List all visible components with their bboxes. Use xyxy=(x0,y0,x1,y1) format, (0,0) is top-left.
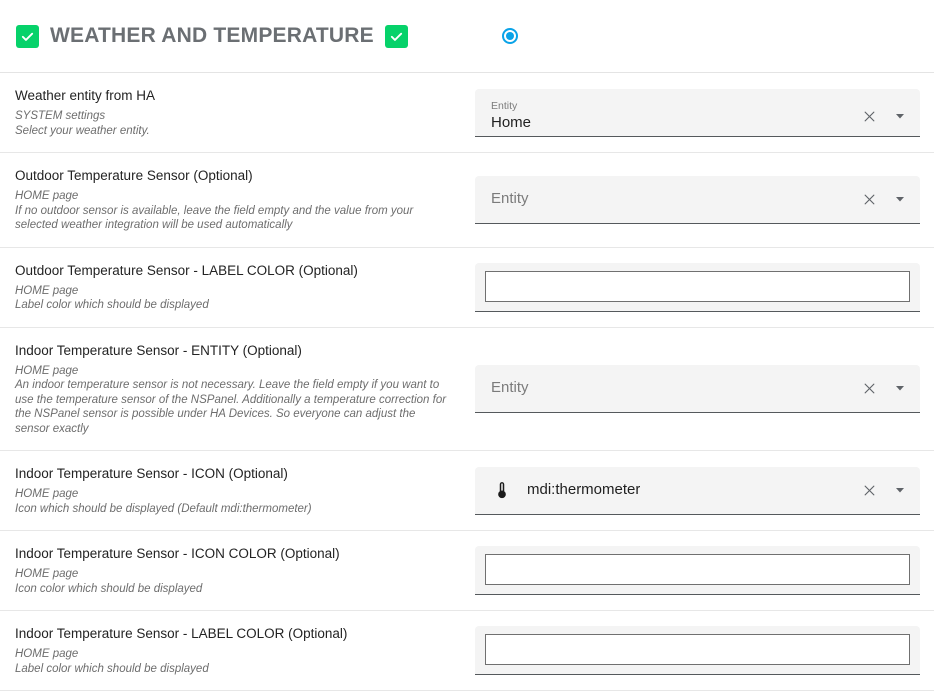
setting-scope: HOME page xyxy=(15,488,79,500)
setting-label-block: Indoor Temperature Sensor - ICON (Option… xyxy=(0,451,470,530)
setting-control-block xyxy=(470,531,934,610)
outdoor-label-color-input[interactable] xyxy=(485,270,910,302)
setting-scope: HOME page xyxy=(15,568,79,580)
setting-scope: HOME page xyxy=(15,284,79,297)
setting-description: Icon which should be displayed (Default … xyxy=(15,502,312,515)
indoor-icon-color-input[interactable] xyxy=(485,554,910,585)
setting-control-block: Entity Home xyxy=(470,73,934,152)
thermometer-icon xyxy=(491,478,513,502)
field-content: mdi:thermometer xyxy=(491,478,851,502)
indoor-label-color-input[interactable] xyxy=(485,634,910,665)
field-actions xyxy=(851,480,910,500)
setting-scope: HOME page xyxy=(15,648,79,660)
setting-row-indoor-temp-entity: Indoor Temperature Sensor - ENTITY (Opti… xyxy=(0,327,934,451)
field-content: Entity xyxy=(491,189,851,209)
setting-row-outdoor-temp-sensor: Outdoor Temperature Sensor (Optional) HO… xyxy=(0,153,934,248)
setting-row-weather-entity: Weather entity from HA SYSTEM settings S… xyxy=(0,73,934,153)
setting-control-block: Entity xyxy=(470,328,934,451)
setting-description: Label color which should be displayed xyxy=(15,662,209,675)
page-title: WEATHER AND TEMPERATURE xyxy=(50,24,374,47)
setting-description: Select your weather entity. xyxy=(15,124,150,137)
field-content: Entity Home xyxy=(491,100,851,133)
section-radio-button[interactable] xyxy=(495,21,525,51)
indoor-icon-color-field-wrap xyxy=(475,546,920,595)
chevron-down-icon[interactable] xyxy=(890,480,910,500)
setting-title: Weather entity from HA xyxy=(15,88,156,103)
setting-row-indoor-label-color: Indoor Temperature Sensor - LABEL COLOR … xyxy=(0,611,934,691)
close-icon[interactable] xyxy=(859,378,879,398)
setting-title: Indoor Temperature Sensor - LABEL COLOR … xyxy=(15,626,348,641)
setting-label-block: Weather entity from HA SYSTEM settings S… xyxy=(0,73,470,152)
setting-label-block: Indoor Temperature Sensor - ICON COLOR (… xyxy=(0,531,470,610)
setting-title: Outdoor Temperature Sensor (Optional) xyxy=(15,168,253,183)
setting-description: Icon color which should be displayed xyxy=(15,582,203,595)
setting-scope: HOME page xyxy=(15,190,79,202)
close-icon[interactable] xyxy=(859,106,879,126)
chevron-down-icon[interactable] xyxy=(890,189,910,209)
setting-label-block: Indoor Temperature Sensor - ENTITY (Opti… xyxy=(0,328,470,451)
setting-title: Indoor Temperature Sensor - ICON COLOR (… xyxy=(15,546,340,561)
setting-control-block: Entity xyxy=(470,153,934,247)
setting-label-block: Outdoor Temperature Sensor - LABEL COLOR… xyxy=(0,248,470,327)
close-icon[interactable] xyxy=(859,480,879,500)
setting-row-indoor-temp-icon: Indoor Temperature Sensor - ICON (Option… xyxy=(0,451,934,531)
field-content: Entity xyxy=(491,378,851,398)
field-actions xyxy=(851,189,910,209)
outdoor-label-color-field-wrap xyxy=(475,262,920,312)
field-placeholder: Entity xyxy=(491,379,529,397)
setting-title: Indoor Temperature Sensor - ICON (Option… xyxy=(15,466,288,481)
section-header: WEATHER AND TEMPERATURE xyxy=(0,0,934,73)
setting-row-outdoor-label-color: Outdoor Temperature Sensor - LABEL COLOR… xyxy=(0,247,934,328)
field-texts: Entity Home xyxy=(491,100,531,133)
field-actions xyxy=(851,106,910,126)
outdoor-temp-entity-select[interactable]: Entity xyxy=(475,175,920,224)
indoor-temp-entity-select[interactable]: Entity xyxy=(475,364,920,413)
setting-label-block: Indoor Temperature Sensor - LABEL COLOR … xyxy=(0,611,470,690)
setting-control-block: mdi:thermometer xyxy=(470,451,934,530)
section-enable-checkbox-right[interactable] xyxy=(384,24,408,48)
setting-scope: HOME page xyxy=(15,364,79,377)
field-value: Home xyxy=(491,113,532,131)
setting-control-block xyxy=(470,248,934,327)
field-actions xyxy=(851,378,910,398)
field-value: mdi:thermometer xyxy=(527,481,641,498)
setting-title: Outdoor Temperature Sensor - LABEL COLOR… xyxy=(15,262,358,278)
weather-entity-select[interactable]: Entity Home xyxy=(475,88,920,137)
setting-control-block xyxy=(470,611,934,690)
close-icon[interactable] xyxy=(859,189,879,209)
setting-row-indoor-icon-color: Indoor Temperature Sensor - ICON COLOR (… xyxy=(0,531,934,611)
indoor-temp-icon-select[interactable]: mdi:thermometer xyxy=(475,466,920,515)
field-floating-label: Entity xyxy=(491,99,518,112)
radio-selected-icon xyxy=(501,28,518,44)
setting-scope: SYSTEM settings xyxy=(15,110,106,122)
setting-description: An indoor temperature sensor is not nece… xyxy=(15,379,447,435)
setting-description: If no outdoor sensor is available, leave… xyxy=(15,204,414,232)
field-placeholder: Entity xyxy=(491,190,529,208)
chevron-down-icon[interactable] xyxy=(890,106,910,126)
setting-label-block: Outdoor Temperature Sensor (Optional) HO… xyxy=(0,153,470,247)
chevron-down-icon[interactable] xyxy=(890,378,910,398)
section-enable-checkbox-left[interactable] xyxy=(16,24,39,48)
indoor-label-color-field-wrap xyxy=(475,626,920,675)
setting-description: Label color which should be displayed xyxy=(15,299,209,311)
setting-title: Indoor Temperature Sensor - ENTITY (Opti… xyxy=(15,342,302,358)
